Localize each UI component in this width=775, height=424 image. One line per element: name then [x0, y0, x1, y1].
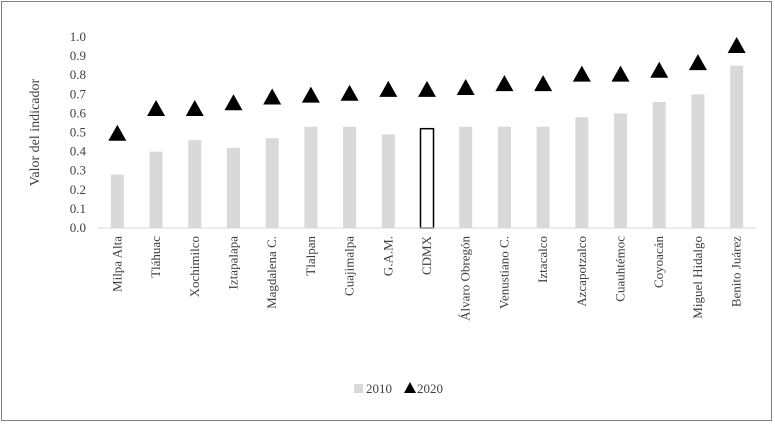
x-tick-label: Iztapalapa [225, 236, 240, 290]
y-tick-label: 0.2 [70, 182, 86, 197]
y-tick-label: 0.1 [70, 201, 86, 216]
x-tick-label: Iztacalco [535, 236, 550, 283]
marker-2020 [418, 80, 436, 97]
bar-2010 [459, 126, 473, 228]
marker-2020 [147, 99, 166, 116]
marker-2020 [727, 36, 746, 53]
marker-2020 [572, 65, 591, 82]
bar-2010 [188, 140, 202, 228]
y-axis-ticks: 0.0 0.1 0.2 0.3 0.4 0.5 0.6 0.7 0.8 0.9 1.0 [70, 29, 87, 235]
bar-2010 [265, 138, 279, 228]
marker-2020 [456, 78, 475, 95]
y-tick-label: 0.4 [70, 144, 87, 159]
x-tick-label: Venustiano C. [496, 236, 511, 309]
bar-2010 [652, 101, 666, 228]
bar-2010 [730, 65, 744, 229]
x-tick-label: Milpa Alta [109, 236, 124, 292]
y-tick-label: 0.7 [70, 86, 87, 101]
bar-2010 [691, 94, 705, 228]
y-tick-label: 0.5 [70, 125, 86, 140]
marker-2020 [185, 99, 204, 116]
legend-label-2020: 2020 [417, 381, 443, 396]
x-tick-label: Azcapotzalco [574, 236, 589, 307]
bar-2010 [536, 126, 550, 228]
y-tick-label: 0.8 [70, 67, 86, 82]
bar-2010 [614, 113, 628, 228]
x-tick-label: Magdalena C. [264, 236, 279, 309]
x-tick-label: Miguel Hidalgo [690, 236, 705, 319]
y-tick-label: 0.0 [70, 220, 86, 235]
y-axis-title-group: Valor del indicador [28, 79, 43, 187]
bar-2010 [110, 174, 124, 228]
bar-2010 [381, 134, 395, 228]
bar-2010 [149, 151, 163, 228]
x-tick-label: Coyoacán [651, 236, 666, 288]
marker-2020 [340, 84, 359, 101]
legend: 2010 2020 [354, 381, 443, 396]
legend-swatch-2020 [404, 382, 416, 393]
marker-2020 [495, 75, 514, 92]
legend-swatch-2010 [354, 384, 363, 393]
bar-2010 [304, 126, 318, 228]
x-tick-label: Xochimilco [187, 236, 202, 297]
x-tick-label: G.A.M. [380, 236, 395, 276]
marker-2020 [108, 124, 127, 141]
x-tick-label: Álvaro Obregón [458, 236, 473, 321]
marker-series-2020 [108, 36, 746, 141]
x-tick-label: Benito Juárez [729, 236, 744, 307]
y-tick-label: 0.9 [70, 48, 86, 63]
marker-2020 [650, 61, 669, 78]
x-tick-label: CDMX [419, 235, 434, 275]
legend-label-2010: 2010 [366, 381, 392, 396]
marker-2020 [534, 75, 553, 92]
marker-2020 [263, 88, 282, 105]
x-tick-label: Tlalpan [303, 236, 318, 276]
bar-2010-highlight [419, 127, 435, 229]
marker-2020 [224, 94, 243, 111]
marker-2020 [611, 65, 630, 82]
y-axis-title: Valor del indicador [28, 79, 43, 187]
x-axis-ticks: Milpa Alta Tláhuac Xochimilco Iztapalapa Mag… [109, 235, 743, 320]
x-tick-label: Cuauhtémoc [613, 236, 628, 302]
x-tick-label: Cuajimalpa [342, 236, 357, 296]
bar-2010 [575, 117, 589, 228]
y-tick-label: 0.6 [70, 105, 87, 120]
y-tick-label: 1.0 [70, 29, 86, 44]
marker-2020 [688, 54, 707, 71]
x-tick-label: Tláhuac [148, 236, 163, 278]
marker-2020 [379, 80, 398, 97]
bar-2010 [343, 126, 357, 228]
y-tick-label: 0.3 [70, 163, 86, 178]
bar-2010 [226, 147, 240, 228]
marker-2020 [301, 86, 320, 103]
bar-2010 [497, 126, 511, 228]
bar-series-2010 [110, 65, 744, 229]
